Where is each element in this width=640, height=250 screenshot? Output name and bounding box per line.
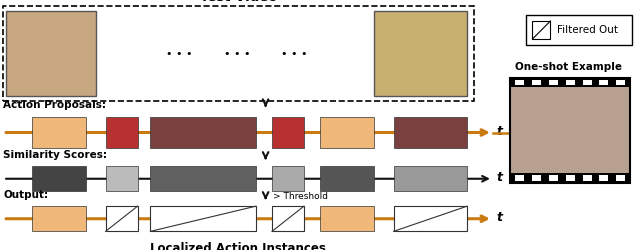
Bar xyxy=(600,175,609,180)
Bar xyxy=(532,175,541,180)
Bar xyxy=(549,80,558,85)
Text: Action Proposals:: Action Proposals: xyxy=(3,100,106,110)
Text: • • •: • • • xyxy=(223,49,250,59)
Bar xyxy=(272,166,304,191)
Text: > Threshold: > Threshold xyxy=(273,192,328,201)
Bar xyxy=(32,166,86,191)
Bar xyxy=(510,78,630,182)
Bar xyxy=(515,175,524,180)
Bar xyxy=(566,175,575,180)
Bar xyxy=(374,11,467,96)
Bar xyxy=(394,166,467,191)
Bar xyxy=(510,78,630,87)
Bar xyxy=(320,166,374,191)
Text: Filtered Out: Filtered Out xyxy=(557,25,618,35)
Bar xyxy=(549,175,558,180)
Bar xyxy=(616,175,625,180)
Text: Test Video: Test Video xyxy=(200,0,277,4)
Bar xyxy=(106,117,138,148)
Bar xyxy=(600,80,609,85)
Bar xyxy=(150,206,256,231)
Text: One-shot Example: One-shot Example xyxy=(515,62,622,72)
Bar xyxy=(526,15,632,45)
Bar xyxy=(515,80,524,85)
Bar xyxy=(106,206,138,231)
Bar xyxy=(394,117,467,148)
Bar xyxy=(6,11,96,96)
Bar xyxy=(32,206,86,231)
Bar xyxy=(272,117,304,148)
Bar xyxy=(616,80,625,85)
Bar xyxy=(566,80,575,85)
Text: t: t xyxy=(496,171,502,184)
Bar xyxy=(582,175,591,180)
Bar xyxy=(320,206,374,231)
Bar xyxy=(272,206,304,231)
Bar xyxy=(320,117,374,148)
Text: t: t xyxy=(496,211,502,224)
Bar xyxy=(510,173,630,182)
Bar xyxy=(582,80,591,85)
Text: Output:: Output: xyxy=(3,190,49,200)
Bar xyxy=(150,117,256,148)
Text: Similarity Scores:: Similarity Scores: xyxy=(3,150,108,160)
Bar xyxy=(3,6,474,101)
Text: • • •: • • • xyxy=(166,49,193,59)
Bar xyxy=(510,78,630,182)
Bar xyxy=(106,166,138,191)
Bar xyxy=(394,206,467,231)
Bar xyxy=(532,80,541,85)
Bar xyxy=(32,117,86,148)
Text: • • •: • • • xyxy=(281,49,308,59)
Bar xyxy=(532,21,550,39)
Text: t: t xyxy=(496,125,502,138)
Text: Localized Action Instances: Localized Action Instances xyxy=(150,242,326,250)
Bar xyxy=(150,166,256,191)
